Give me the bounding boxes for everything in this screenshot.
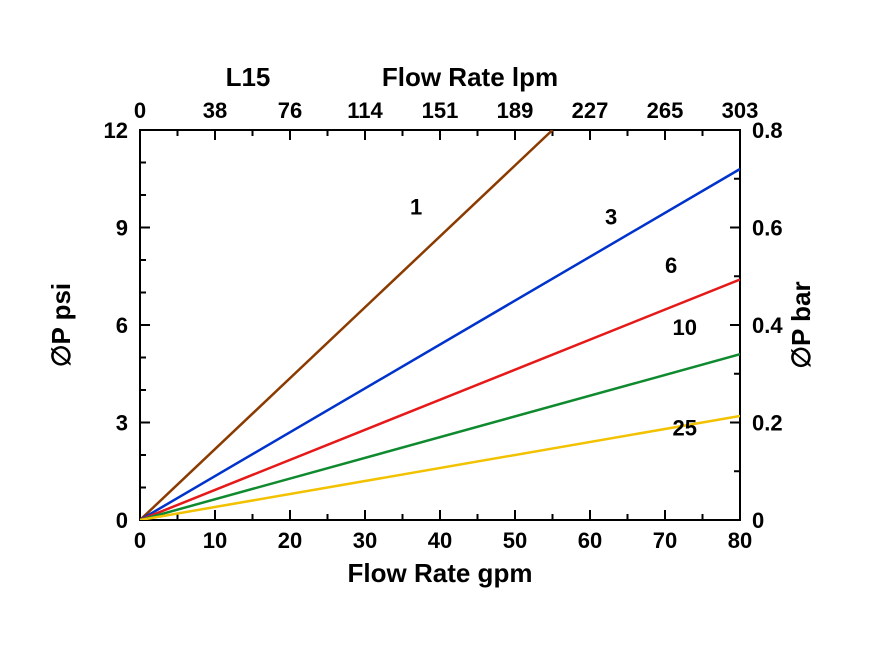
y-right-tick-label: 0.4 (752, 313, 783, 338)
x-bottom-tick-label: 0 (134, 528, 146, 553)
y-left-tick-label: 12 (104, 118, 128, 143)
y-left-axis-label: ∅P psi (46, 283, 76, 367)
x-top-tick-label: 0 (134, 98, 146, 123)
y-left-tick-label: 9 (116, 216, 128, 241)
chart-container: 0102030405060708003876114151189227265303… (0, 0, 878, 646)
x-top-tick-label: 76 (278, 98, 302, 123)
y-right-tick-label: 0.8 (752, 118, 783, 143)
x-top-axis-label: Flow Rate lpm (382, 62, 558, 92)
y-right-axis-label: ∅P bar (786, 281, 816, 368)
y-right-tick-label: 0.6 (752, 216, 783, 241)
series-label-3: 3 (605, 204, 617, 229)
series-label-10: 10 (673, 315, 697, 340)
x-top-tick-label: 189 (497, 98, 534, 123)
x-top-tick-label: 114 (347, 98, 383, 123)
y-right-tick-label: 0 (752, 508, 764, 533)
y-left-tick-label: 3 (116, 411, 128, 436)
x-bottom-tick-label: 20 (278, 528, 302, 553)
series-label-1: 1 (410, 195, 422, 220)
x-bottom-tick-label: 40 (428, 528, 452, 553)
chart-model-label: L15 (226, 62, 271, 92)
x-top-tick-label: 38 (203, 98, 227, 123)
y-left-tick-label: 0 (116, 508, 128, 533)
series-label-6: 6 (665, 253, 677, 278)
series-label-25: 25 (673, 416, 697, 441)
x-bottom-tick-label: 30 (353, 528, 377, 553)
x-bottom-tick-label: 10 (203, 528, 227, 553)
y-left-tick-label: 6 (116, 313, 128, 338)
x-top-tick-label: 265 (647, 98, 684, 123)
y-right-tick-label: 0.2 (752, 411, 783, 436)
x-bottom-tick-label: 70 (653, 528, 677, 553)
x-bottom-tick-label: 50 (503, 528, 527, 553)
x-bottom-axis-label: Flow Rate gpm (348, 558, 533, 588)
x-bottom-tick-label: 80 (728, 528, 752, 553)
x-bottom-tick-label: 60 (578, 528, 602, 553)
flow-rate-chart: 0102030405060708003876114151189227265303… (0, 0, 878, 646)
x-top-tick-label: 151 (422, 98, 459, 123)
x-top-tick-label: 227 (572, 98, 609, 123)
